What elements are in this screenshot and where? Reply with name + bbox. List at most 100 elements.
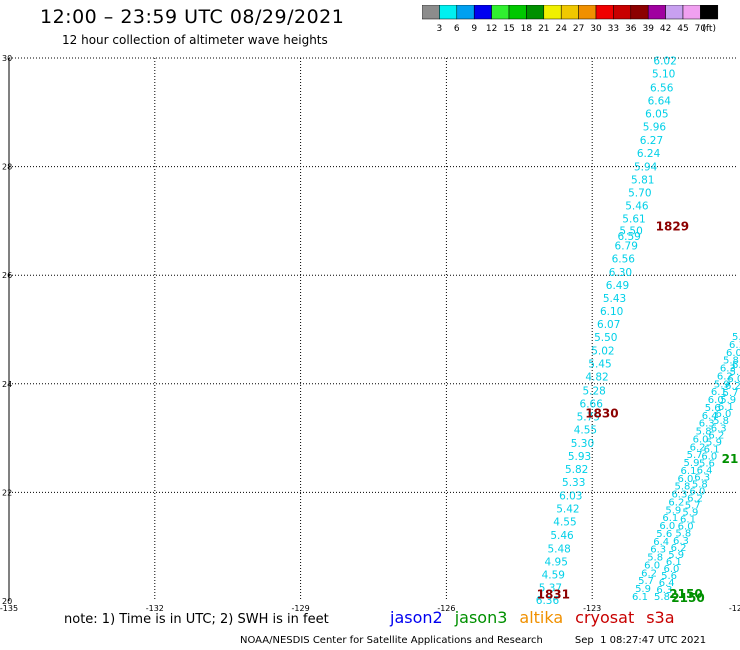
track-time-label: 1830 — [585, 407, 618, 421]
secondary-track-point: 6.3 — [694, 472, 710, 483]
swh-point: 6.30 — [609, 267, 632, 279]
legend-label: 33 — [608, 24, 619, 34]
swh-point: 4.55 — [553, 517, 576, 529]
x-tick-label: -135 — [0, 604, 18, 613]
credit-org: NOAA/NESDIS Center for Satellite Applica… — [240, 635, 543, 646]
legend-swatch — [700, 5, 719, 20]
secondary-track-point: 6.1 — [681, 466, 697, 477]
y-tick-label: 26 — [2, 271, 12, 280]
swh-point: 5.50 — [594, 332, 617, 344]
swh-point: 6.07 — [597, 319, 620, 331]
swh-point: 4.82 — [585, 372, 608, 384]
swh-point: 5.82 — [565, 464, 588, 476]
legend-label: 30 — [590, 24, 602, 34]
swh-point: 5.43 — [603, 293, 626, 305]
secondary-track-point: 5.9 — [732, 332, 740, 343]
swh-point: 6.56 — [612, 253, 636, 265]
legend-label: 18 — [521, 24, 533, 34]
chart-subtitle: 12 hour collection of altimeter wave hei… — [62, 33, 328, 47]
secondary-track-time-label: 2150 — [669, 587, 702, 601]
secondary-track-point: 5.7 — [638, 576, 654, 587]
secondary-track-point: 5.9 — [706, 437, 722, 448]
secondary-track: 6.15.95.76.26.05.86.36.45.66.06.15.96.26… — [632, 332, 740, 603]
swh-point: 6.03 — [559, 491, 582, 503]
swh-point: 5.96 — [643, 121, 667, 133]
secondary-track-point: 5.7 — [685, 501, 701, 512]
x-tick-label: -123 — [583, 604, 601, 613]
secondary-track-point: 5.9 — [682, 508, 698, 519]
legend-label: 3 — [437, 24, 443, 34]
y-tick-label: 30 — [2, 54, 12, 63]
swh-point: 4.95 — [545, 556, 568, 568]
secondary-track-point: 6.2 — [708, 430, 724, 441]
swh-point: 4.55 — [574, 424, 597, 436]
secondary-track-point: 6.0 — [693, 434, 709, 445]
swh-point: 5.46 — [625, 201, 649, 213]
secondary-track-point: 6.1 — [662, 513, 678, 524]
y-tick-label: 22 — [2, 488, 12, 497]
swh-point: 5.30 — [571, 438, 594, 450]
swh-point: 5.33 — [562, 477, 585, 489]
swh-point: 5.46 — [550, 530, 574, 542]
secondary-track-point: 6.2 — [668, 497, 684, 508]
secondary-track-point: 6.3 — [673, 536, 689, 547]
secondary-track-point: 5.9 — [668, 550, 684, 561]
secondary-track-point: 5.8 — [675, 529, 691, 540]
legend-label: 6 — [454, 24, 460, 34]
secondary-track-point: 6.4 — [653, 537, 669, 548]
swh-point: 6.36 — [536, 595, 560, 607]
swh-point: 4.59 — [542, 569, 565, 581]
legend-label: 70 — [695, 24, 707, 34]
secondary-track-point: 5.8 — [654, 592, 670, 603]
secondary-track-point: 6.3 — [699, 419, 715, 430]
swh-point: 5.02 — [591, 346, 614, 358]
secondary-track-time-label: 2150 — [671, 591, 704, 605]
swh-point: 5.42 — [556, 504, 579, 516]
secondary-track-point: 6.0 — [726, 348, 740, 359]
color-scale-legend: 3 6 9 12 15 18 21 24 27 30 33 36 39 42 45 70(ft) — [422, 5, 719, 34]
satellite-s3a: s3a — [646, 608, 675, 627]
satellite-jason3: jason3 — [454, 608, 508, 627]
legend-label: 42 — [660, 24, 671, 34]
y-tick-label: 24 — [2, 380, 12, 389]
secondary-track-point: 6.3 — [720, 364, 736, 375]
secondary-track-point: 6.4 — [697, 465, 713, 476]
swh-point: 5.10 — [652, 69, 675, 81]
swh-point: 6.27 — [640, 135, 663, 147]
secondary-track-point: 5.7 — [687, 450, 703, 461]
secondary-track-point: 5.8 — [696, 427, 712, 438]
secondary-track-point: 6.0 — [701, 451, 717, 462]
swh-point: 5.45 — [588, 359, 611, 371]
secondary-track-point: 6.2 — [671, 543, 687, 554]
secondary-track-point: 6.3 — [671, 490, 687, 501]
swh-point: 5.28 — [582, 385, 605, 397]
secondary-track-point: 6.4 — [702, 411, 718, 422]
secondary-track-point: 6.3 — [650, 545, 666, 556]
secondary-track-point: 6.0 — [678, 522, 694, 533]
satellite-jason2: jason2 — [390, 608, 443, 627]
secondary-track-point: 6.2 — [641, 568, 657, 579]
secondary-track-point: 6.1 — [680, 515, 696, 526]
x-tick-label: -129 — [292, 604, 310, 613]
secondary-track-point: 6.3 — [732, 360, 740, 371]
swh-point: 6.24 — [637, 148, 661, 160]
x-tick-label: -126 — [437, 604, 455, 613]
swh-point: 6.49 — [606, 280, 629, 292]
legend-unit: (ft) — [702, 24, 716, 34]
swh-point: 5.94 — [634, 162, 658, 174]
legend-label: 39 — [642, 24, 654, 34]
swh-point: 5.50 — [619, 226, 642, 238]
secondary-track-point: 5.8 — [692, 480, 708, 491]
secondary-track-point: 6.2 — [687, 494, 703, 505]
swh-point: 6.64 — [648, 95, 672, 107]
swh-point: 5.75 — [577, 411, 600, 423]
secondary-track-point: 6.2 — [717, 371, 733, 382]
secondary-track-point: 5.8 — [730, 367, 740, 378]
secondary-track-point: 6.0 — [678, 474, 694, 485]
secondary-track-point: 6.0 — [659, 521, 675, 532]
satellite-altika: altika — [519, 608, 564, 627]
legend-label: 9 — [471, 24, 477, 34]
secondary-track-point: 6.1 — [704, 444, 720, 455]
x-tick-label: -132 — [146, 604, 164, 613]
